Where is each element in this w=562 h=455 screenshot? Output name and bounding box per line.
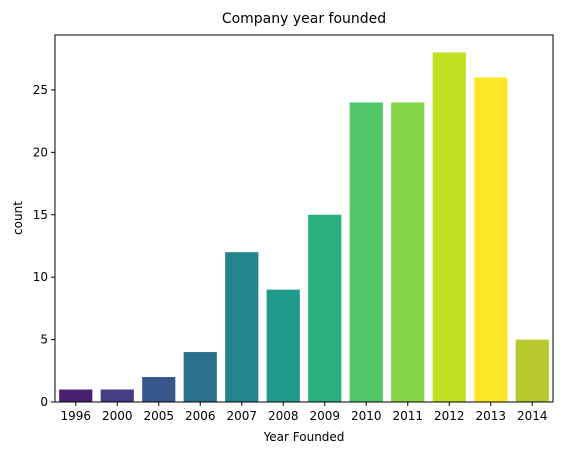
x-tick-label: 2009	[309, 409, 340, 423]
x-tick-label: 2006	[185, 409, 216, 423]
x-tick-label: 2014	[517, 409, 548, 423]
y-tick-label: 5	[40, 333, 48, 347]
bar-2009	[308, 214, 342, 402]
x-tick-label: 2011	[392, 409, 423, 423]
x-tick-label: 2005	[143, 409, 174, 423]
bar-2007	[225, 252, 259, 402]
x-tick-label: 2008	[268, 409, 299, 423]
bars-group	[59, 52, 549, 402]
bar-2011	[391, 102, 425, 402]
y-tick-label: 20	[33, 145, 48, 159]
x-tick-label: 1996	[60, 409, 91, 423]
bar-2005	[142, 377, 176, 402]
x-tick-label: 2013	[475, 409, 506, 423]
bar-2010	[349, 102, 383, 402]
y-axis-ticks: 0 5 10 15 20 25	[33, 83, 55, 409]
x-axis-label: Year Founded	[263, 430, 345, 444]
x-tick-label: 2012	[434, 409, 465, 423]
bar-2006	[183, 352, 217, 402]
y-tick-label: 25	[33, 83, 48, 97]
y-tick-label: 15	[33, 208, 48, 222]
bar-1996	[59, 389, 93, 402]
plot-frame	[54, 34, 554, 403]
y-tick-label: 0	[40, 395, 48, 409]
x-tick-label: 2007	[226, 409, 257, 423]
bar-2012	[432, 52, 466, 402]
chart-title: Company year founded	[222, 11, 386, 27]
bar-2014	[515, 339, 549, 402]
bar-2013	[474, 77, 508, 402]
x-axis-ticks: 1996 2000 2005 2006 2007 2008 2009 2010 2011 2012…	[60, 402, 548, 423]
x-tick-label: 2010	[351, 409, 382, 423]
bar-2008	[266, 289, 300, 402]
x-tick-label: 2000	[102, 409, 133, 423]
bar-2000	[100, 389, 134, 402]
y-tick-label: 10	[33, 270, 48, 284]
y-axis-label: count	[11, 201, 25, 235]
